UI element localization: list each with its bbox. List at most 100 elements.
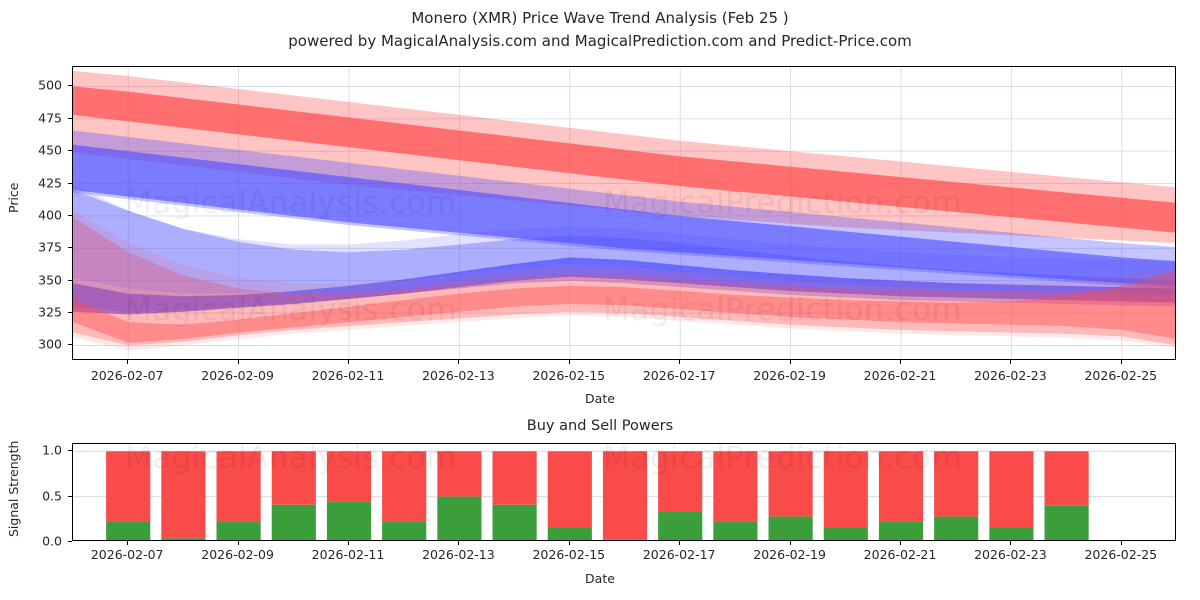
power-x-tick-label: 2026-02-17	[642, 547, 716, 562]
page-subtitle: powered by MagicalAnalysis.com and Magic…	[288, 32, 912, 50]
power-x-tick-label: 2026-02-09	[201, 547, 274, 562]
buy-power-bar	[492, 504, 537, 540]
power-x-tick	[1010, 541, 1012, 545]
sell-power-bar	[492, 451, 537, 505]
price-x-tick	[568, 360, 570, 364]
buy-power-bar	[382, 522, 427, 540]
price-y-tick-label: 325	[38, 304, 62, 320]
buy-power-bar	[437, 496, 482, 540]
buy-power-bar	[878, 522, 924, 540]
price-x-tick-label: 2026-02-21	[863, 368, 937, 383]
power-x-tick-label: 2026-02-25	[1084, 547, 1158, 562]
power-y-tick	[68, 541, 72, 542]
power-x-tick-label: 2026-02-23	[974, 547, 1047, 562]
price-x-tick-label: 2026-02-07	[90, 368, 164, 383]
price-band-red-low-core	[73, 270, 1175, 343]
price-y-tick	[68, 214, 72, 216]
price-wave-chart: MagicalAnalysis.com MagicalPrediction.co…	[72, 66, 1176, 360]
power-x-tick	[568, 541, 570, 545]
price-x-tick	[900, 360, 901, 364]
price-y-tick	[68, 247, 72, 249]
sell-power-bar	[437, 451, 482, 497]
power-x-tick-label: 2026-02-19	[753, 547, 826, 562]
price-band-blue-inner	[73, 144, 1175, 286]
price-x-tick	[348, 360, 349, 364]
power-x-tick-label: 2026-02-21	[863, 547, 937, 562]
buy-power-bar	[271, 504, 316, 540]
price-band-pale-blue-wave	[73, 184, 1175, 295]
buy-power-bar	[161, 538, 206, 540]
sell-power-bar	[161, 451, 206, 539]
price-y-tick-label: 475	[38, 110, 62, 126]
sell-power-bar	[216, 451, 261, 523]
price-y-tick	[68, 182, 72, 184]
sell-power-bar	[658, 451, 703, 513]
price-x-tick	[127, 360, 129, 364]
price-y-tick	[68, 279, 72, 281]
price-band-red-low-wave	[73, 217, 1175, 346]
price-y-tick-label: 450	[38, 142, 62, 158]
power-x-tick	[900, 541, 901, 545]
buy-power-bar	[823, 527, 868, 540]
buy-power-bar	[106, 522, 151, 540]
buy-power-bar	[934, 516, 979, 540]
price-x-tick	[458, 360, 460, 364]
sell-power-bar	[106, 451, 151, 523]
buy-sell-powers-plot	[73, 450, 1175, 540]
price-y-tick	[68, 312, 72, 314]
sell-power-bar	[547, 451, 592, 528]
price-band-red-inner	[73, 86, 1175, 233]
price-x-tick-label: 2026-02-09	[201, 368, 274, 383]
power-x-tick	[458, 541, 460, 545]
buy-power-bar	[1044, 505, 1089, 540]
sell-power-bar	[989, 451, 1034, 528]
power-y-tick-label: 0.0	[42, 533, 62, 549]
buy-power-bar	[216, 522, 261, 540]
price-x-tick-label: 2026-02-25	[1084, 368, 1158, 383]
power-x-tick-label: 2026-02-07	[90, 547, 164, 562]
sell-power-bar	[768, 451, 813, 517]
price-y-tick-label: 400	[38, 207, 62, 223]
price-y-tick	[68, 85, 72, 87]
price-x-tick-label: 2026-02-23	[974, 368, 1047, 383]
price-x-tick	[1010, 360, 1012, 364]
price-x-tick	[237, 360, 239, 364]
buy-sell-powers-chart: MagicalAnalysis.com MagicalPrediction.co…	[72, 443, 1176, 541]
power-x-tick	[789, 541, 791, 545]
power-x-tick-label: 2026-02-11	[311, 547, 385, 562]
price-wave-plot	[73, 67, 1175, 359]
price-x-tick-label: 2026-02-17	[642, 368, 716, 383]
sell-power-bar	[1044, 451, 1089, 506]
price-y-tick-label: 300	[38, 336, 62, 352]
sell-power-bar	[878, 451, 924, 523]
page-title: Monero (XMR) Price Wave Trend Analysis (…	[411, 9, 789, 27]
sell-power-bar	[382, 451, 427, 523]
price-x-tick-label: 2026-02-11	[311, 368, 385, 383]
sell-power-bar	[934, 451, 979, 517]
power-x-tick-label: 2026-02-13	[422, 547, 495, 562]
power-x-tick	[679, 541, 681, 545]
price-x-tick-label: 2026-02-13	[422, 368, 495, 383]
price-x-tick	[1120, 360, 1122, 364]
power-x-tick	[348, 541, 349, 545]
price-y-tick-label: 350	[38, 272, 62, 288]
price-x-tick-label: 2026-02-19	[753, 368, 826, 383]
power-x-tick	[1120, 541, 1122, 545]
sell-power-bar	[602, 451, 648, 540]
buy-power-bar	[768, 516, 813, 540]
price-band-pale-red-wave	[73, 210, 1175, 351]
power-y-tick-label: 1.0	[42, 442, 62, 458]
price-y-tick	[68, 344, 72, 346]
price-axis-x-label: Date	[585, 391, 615, 406]
sell-power-bar	[326, 451, 372, 502]
buy-power-bar	[602, 539, 648, 540]
power-x-tick-label: 2026-02-15	[532, 547, 606, 562]
price-band-blue-low-core	[73, 257, 1175, 315]
sell-power-bar	[823, 451, 868, 528]
buy-power-bar	[658, 512, 703, 540]
power-y-tick	[68, 450, 72, 452]
price-y-tick-label: 375	[38, 239, 62, 255]
power-y-tick-label: 0.5	[42, 488, 62, 504]
buy-power-bar	[989, 527, 1034, 540]
